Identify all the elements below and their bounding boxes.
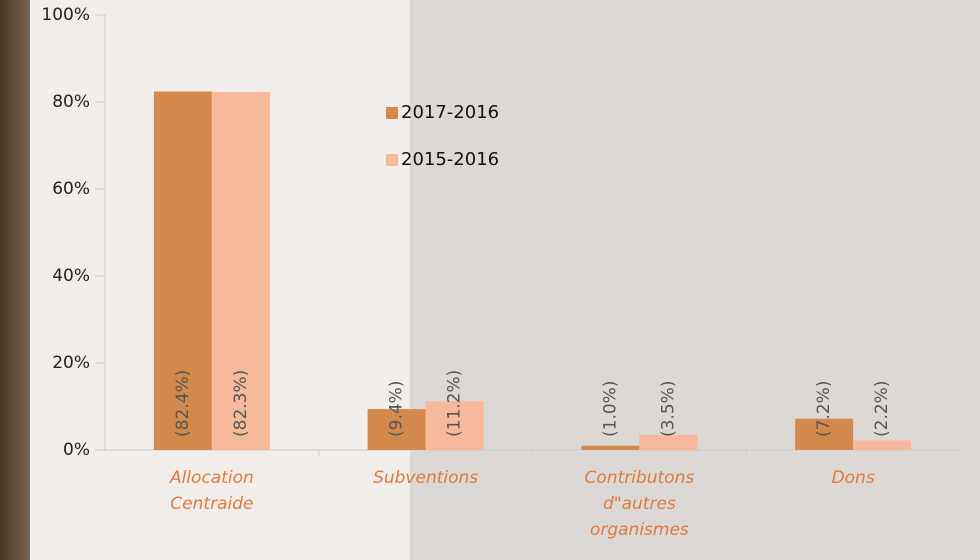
- y-tick-label: 0%: [63, 440, 90, 460]
- value-label: (1.0%): [600, 381, 620, 437]
- bar: [425, 401, 484, 450]
- bar: [367, 409, 426, 450]
- bar: [153, 91, 212, 450]
- photo-edge: [0, 0, 30, 560]
- value-label: (82.3%): [231, 370, 251, 437]
- bar: [795, 418, 854, 450]
- value-label: (82.4%): [173, 370, 193, 437]
- y-tick-label: 100%: [41, 5, 90, 25]
- value-label: (11.2%): [445, 370, 465, 437]
- legend-label: 2017-2016: [401, 102, 499, 123]
- value-label: (9.4%): [387, 381, 407, 437]
- bar: [581, 445, 640, 450]
- bar: [639, 434, 698, 450]
- y-tick-label: 20%: [52, 353, 90, 373]
- x-tick-label: Subventions: [373, 468, 478, 488]
- legend-swatch: [386, 107, 398, 119]
- value-label: (3.5%): [658, 381, 678, 437]
- y-tick-label: 40%: [52, 266, 90, 286]
- bar: [853, 440, 912, 450]
- legend-label: 2015-2016: [401, 149, 499, 170]
- x-tick-label: Allocation Centraide: [169, 468, 254, 514]
- photo-overlay: [410, 0, 980, 560]
- value-label: (7.2%): [814, 381, 834, 437]
- y-tick-label: 80%: [52, 92, 90, 112]
- y-tick-label: 60%: [52, 179, 90, 199]
- x-tick-label: Contributons d"autres organismes: [585, 468, 695, 540]
- x-tick-label: Dons: [832, 468, 875, 488]
- value-label: (2.2%): [872, 381, 892, 437]
- legend-swatch: [386, 154, 398, 166]
- bar: [211, 91, 270, 451]
